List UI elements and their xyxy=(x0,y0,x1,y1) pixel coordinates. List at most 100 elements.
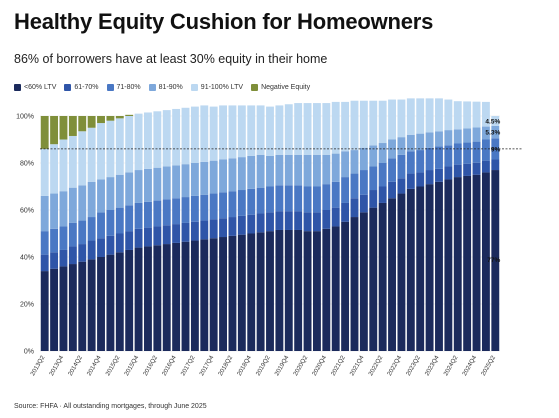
bar-segment xyxy=(87,127,96,182)
bar-segment xyxy=(266,106,274,156)
bar-segment xyxy=(378,100,387,144)
bar-segment xyxy=(331,181,340,208)
bar-segment xyxy=(190,221,199,241)
legend-label: <60% LTV xyxy=(24,84,57,91)
bar-segment xyxy=(228,105,237,159)
bar-segment xyxy=(181,241,190,351)
bar-segment xyxy=(247,233,256,351)
bar-segment xyxy=(425,184,434,351)
bar-segment xyxy=(388,198,396,351)
bar-segment xyxy=(294,103,303,155)
bar-segment xyxy=(322,228,331,351)
bar-segment xyxy=(322,154,331,185)
bar-segment xyxy=(200,239,209,351)
bar-segment xyxy=(331,207,340,227)
bar-segment xyxy=(472,101,481,128)
legend-item-negative: Negative Equity xyxy=(251,84,310,91)
x-tick-label: 2015Q4 xyxy=(123,354,140,377)
bar-segment xyxy=(453,164,462,178)
bar-segment xyxy=(406,98,415,135)
bar-segment xyxy=(181,107,190,165)
bar-segment xyxy=(453,143,462,165)
bar-segment xyxy=(303,103,312,155)
bar-segment xyxy=(341,101,350,152)
bar-segment xyxy=(144,112,152,169)
bar-segment xyxy=(406,151,415,174)
bar-segment xyxy=(312,154,321,187)
bar-segment xyxy=(228,158,237,192)
bar-segment xyxy=(87,181,96,218)
bar-segment xyxy=(416,172,425,187)
bar-segment xyxy=(416,98,425,134)
bar-segment xyxy=(341,151,350,178)
legend-item-91-100: 91-100% LTV xyxy=(190,84,243,91)
bar-segment xyxy=(312,103,321,155)
bar-segment xyxy=(406,134,415,152)
bar-segment xyxy=(68,187,77,223)
bar-segment xyxy=(275,229,284,351)
bar-segment xyxy=(350,173,359,199)
bar-segment xyxy=(378,143,387,163)
bar-segment xyxy=(190,106,199,163)
bar-segment xyxy=(181,222,190,242)
bar-segment xyxy=(397,178,406,194)
bar-segment xyxy=(59,266,68,351)
bar-segment xyxy=(444,166,453,180)
bar-segment xyxy=(115,233,124,253)
bar-segment xyxy=(266,212,274,232)
legend-item-81-90: 81-90% xyxy=(148,84,183,91)
bar-segment xyxy=(256,187,265,214)
bar-segment xyxy=(425,147,434,171)
bar-segment xyxy=(115,207,124,234)
bar-segment xyxy=(453,101,462,130)
bar-segment xyxy=(472,162,481,175)
bar-segment xyxy=(190,195,199,222)
bar-segment xyxy=(125,231,134,250)
bar-segment xyxy=(162,244,171,351)
x-tick-label: 2017Q2 xyxy=(180,354,197,377)
bar-segment xyxy=(312,212,321,232)
legend-label: 61-70% xyxy=(74,84,99,91)
bar-segment xyxy=(134,202,143,229)
bar-segment xyxy=(247,214,256,234)
x-tick-label: 2018Q4 xyxy=(236,354,253,377)
bar-segment xyxy=(369,100,378,146)
x-tick-label: 2017Q4 xyxy=(198,354,215,377)
bar-segment xyxy=(134,170,143,203)
bar-segment xyxy=(144,201,152,228)
bar-segment xyxy=(59,191,68,227)
bar-segment xyxy=(444,130,453,146)
bar-segment xyxy=(209,160,218,194)
bar-segment xyxy=(125,249,134,351)
bar-segment xyxy=(303,154,312,187)
bar-segment xyxy=(256,232,265,351)
bar-segment xyxy=(153,245,162,351)
data-label: 77% xyxy=(487,257,500,264)
legend-swatch-negative xyxy=(251,84,259,91)
bar-segment xyxy=(125,116,134,173)
bar-segment xyxy=(97,123,105,180)
bar-segment xyxy=(425,132,434,148)
bar-segment xyxy=(331,226,340,351)
legend-swatch-71-80 xyxy=(106,84,114,91)
bar-segment xyxy=(359,100,368,148)
legend-label: Negative Equity xyxy=(261,84,311,91)
bar-segment xyxy=(172,242,181,351)
bar-segment xyxy=(228,191,237,218)
bar-segment xyxy=(266,155,274,187)
bar-segment xyxy=(87,116,96,128)
bar-segment xyxy=(247,105,256,156)
bar-segment xyxy=(97,116,105,124)
bar-segment xyxy=(350,100,359,151)
bar-segment xyxy=(162,110,171,167)
bar-segment xyxy=(378,163,387,187)
source-note: Source: FHFA · All outstanding mortgages… xyxy=(14,403,207,410)
bar-segment xyxy=(162,225,171,245)
bar-segment xyxy=(209,193,218,220)
bar-segment xyxy=(369,145,378,167)
bar-segment xyxy=(435,131,443,147)
data-label: 5.3% xyxy=(485,130,500,137)
bar-segment xyxy=(219,159,228,193)
legend-label: 81-90% xyxy=(158,84,183,91)
x-tick-label: 2024Q2 xyxy=(442,354,459,377)
